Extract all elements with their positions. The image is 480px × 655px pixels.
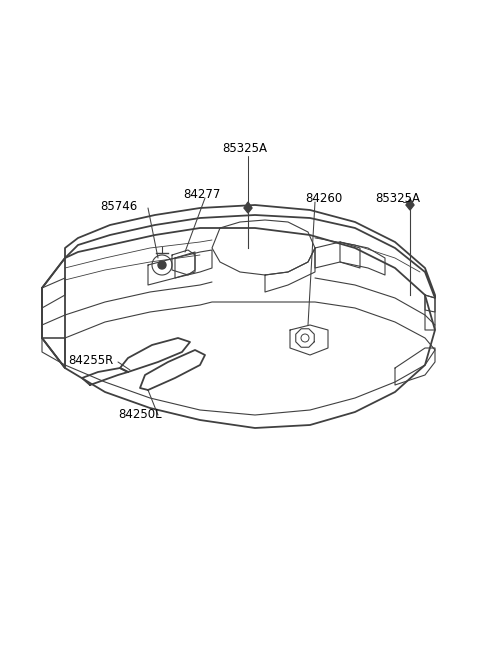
Polygon shape <box>244 202 252 213</box>
Text: 85325A: 85325A <box>375 191 420 204</box>
Polygon shape <box>406 199 414 210</box>
Text: 84260: 84260 <box>305 191 342 204</box>
Text: 85746: 85746 <box>100 200 137 214</box>
Text: 84277: 84277 <box>183 189 220 202</box>
Circle shape <box>158 261 166 269</box>
Text: 84255R: 84255R <box>68 354 113 367</box>
Text: 84250L: 84250L <box>118 409 162 422</box>
Text: 85325A: 85325A <box>223 141 267 155</box>
